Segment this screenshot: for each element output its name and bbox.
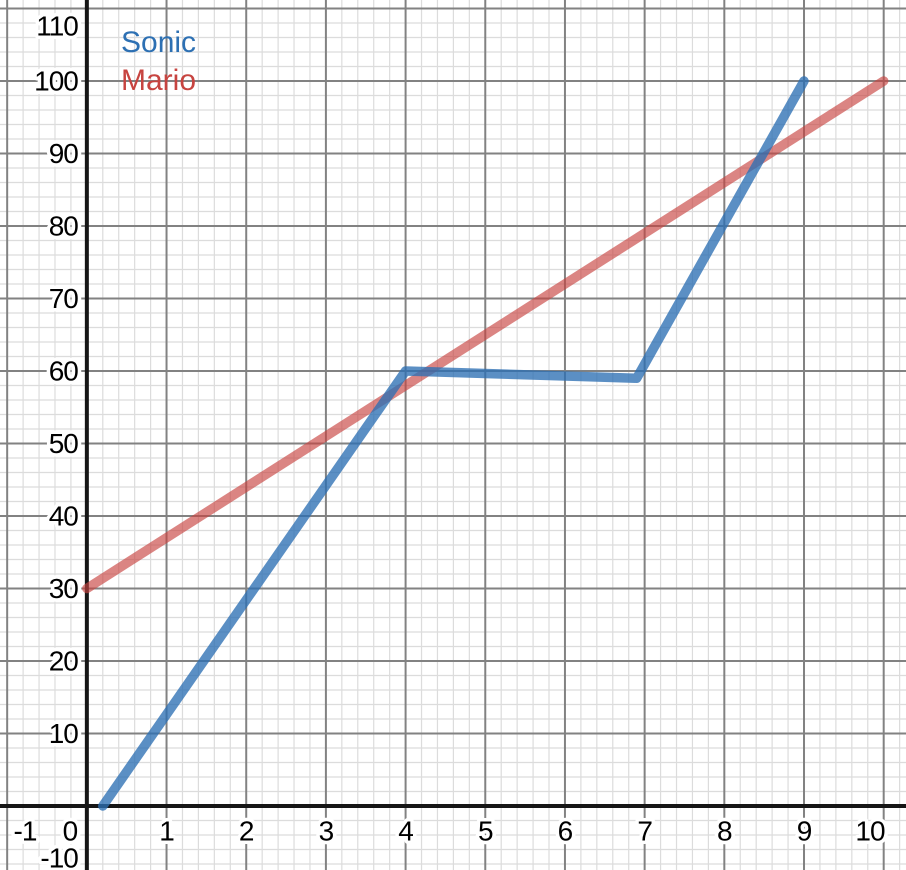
x-tick-label: 0 [63,815,78,846]
x-tick-label: 10 [855,815,885,846]
x-tick-label: 1 [159,815,174,846]
y-tick-label: 30 [49,573,79,604]
x-tick-label: -1 [14,815,37,846]
x-tick-label: 9 [797,815,812,846]
x-tick-label: 6 [558,815,573,846]
y-tick-label: 70 [49,283,79,314]
x-tick-label: 4 [398,815,413,846]
y-tick-label: 100 [34,65,78,96]
x-tick-label: 3 [319,815,334,846]
y-tick-label: 20 [49,645,79,676]
series-line-sonic[interactable] [98,76,809,811]
x-tick-label: 7 [637,815,652,846]
y-tick-label: 40 [49,500,79,531]
y-tick-label: 80 [49,210,79,241]
x-tick-label: 8 [717,815,732,846]
y-tick-label: 10 [49,718,79,749]
y-tick-label: 110 [36,11,78,42]
x-tick-label: 5 [478,815,493,846]
series-line-mario[interactable] [82,76,889,594]
x-tick-label: 2 [239,815,254,846]
y-tick-label: 90 [49,138,79,169]
y-tick-label: 50 [49,428,79,459]
y-tick-label: 60 [49,355,79,386]
y-tick-label: -10 [40,843,78,870]
